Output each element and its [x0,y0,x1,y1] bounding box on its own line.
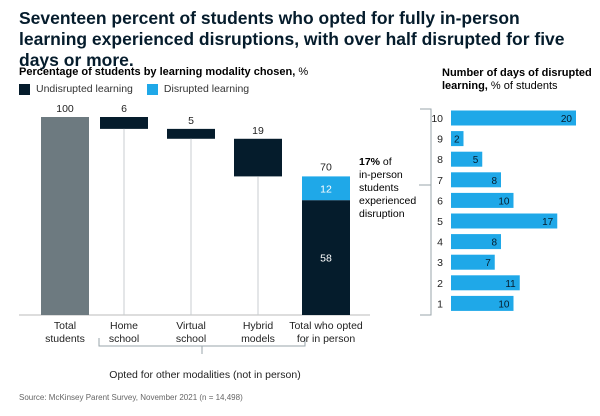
day-label-8: 8 [437,154,443,166]
day-label-7: 7 [437,175,443,187]
day-label-10: 10 [431,113,443,125]
group-bracket [98,338,306,354]
annotation-line-1: in-person [359,169,403,181]
day-value-2: 11 [505,279,516,290]
value-label-3: 19 [252,125,264,137]
legend-item-undisrupted: Undisrupted learning [19,83,133,95]
day-value-8: 5 [473,155,479,166]
legend: Undisrupted learning Disrupted learning [19,82,263,96]
category-label-1-1: school [109,333,139,345]
day-value-9: 2 [454,135,460,146]
day-value-6: 10 [498,196,510,207]
left-chart-subtitle-unit: % [295,66,309,78]
category-label-0-1: students [45,333,85,345]
legend-swatch-undisrupted [19,83,30,95]
bar-hybrid-models [234,138,282,177]
value-label-undisrupted: 58 [320,253,332,265]
category-label-3-1: models [241,333,275,345]
days-chart: 10 209 28 57 86 105 174 83 72 111 10 [431,110,576,311]
value-label-0: 100 [56,103,74,115]
legend-label-disrupted: Disrupted learning [163,83,250,95]
annotation-line-2: students [359,182,399,194]
right-panel-bracket [419,108,432,316]
day-label-5: 5 [437,216,443,228]
day-bar-7 [451,172,501,188]
day-bar-1 [451,295,514,311]
day-bar-2 [451,275,520,291]
bar-in-person-disrupted [302,176,350,201]
category-label-0-0: Total [54,320,76,332]
headline: Seventeen percent of students who opted … [19,8,565,70]
day-value-4: 8 [491,238,497,249]
legend-item-disrupted: Disrupted learning [146,83,250,95]
category-label-4-0: Total who opted [289,320,363,332]
day-label-3: 3 [437,257,443,269]
bar-in-person-undisrupted [302,200,350,315]
value-label-2: 5 [188,115,194,127]
day-bar-10 [451,110,576,126]
annotation-text: 17% of in-person students experienced di… [359,156,419,220]
day-bar-6 [451,192,514,208]
day-value-7: 8 [491,176,497,187]
day-label-2: 2 [437,278,443,290]
day-value-10: 20 [561,114,573,125]
bar-total-students [41,117,89,315]
day-value-1: 10 [498,299,510,310]
value-label-1: 6 [121,103,127,115]
day-bar-4 [451,234,501,250]
day-bar-5 [451,213,558,229]
annotation-line-0: of [380,156,392,168]
category-label-2-0: Virtual [176,320,206,332]
category-label-2-1: school [176,333,206,345]
legend-label-undisrupted: Undisrupted learning [36,83,133,95]
bar-virtual-school [167,128,215,139]
right-chart-title-unit: % of students [487,80,558,92]
bar-home-school [100,117,148,129]
day-label-1: 1 [437,298,443,310]
annotation-line-4: disruption [359,208,405,220]
category-label-1-0: Home [110,320,138,332]
value-label-disrupted: 12 [320,183,332,195]
day-bar-9 [451,131,464,147]
legend-swatch-disrupted [146,83,158,95]
annotation-line-3: experienced [359,195,416,207]
value-label-4: 70 [320,161,332,173]
category-label-4-1: for in person [297,333,356,345]
source-note: Source: McKinsey Parent Survey, November… [19,393,243,402]
day-value-5: 17 [542,217,554,228]
left-chart-subtitle: Percentage of students by learning modal… [19,66,308,78]
day-label-4: 4 [437,237,443,249]
left-chart-subtitle-bold: Percentage of students by learning modal… [19,66,296,78]
right-chart-title-bold-1: Number of days of disrupted [442,67,592,79]
day-bar-8 [451,151,483,167]
waterfall-chart: 100 6519701258TotalstudentsHomeschoolVirt… [41,103,363,345]
right-chart-title-bold-2: learning, [442,80,488,92]
annotation-highlight: 17% [359,156,381,168]
day-label-6: 6 [437,195,443,207]
category-label-3-0: Hybrid [243,320,274,332]
right-chart-title: Number of days of disrupted learning, % … [442,67,592,93]
day-value-3: 7 [485,258,491,269]
group-label: Opted for other modalities (not in perso… [109,369,300,381]
day-bar-3 [451,254,495,270]
day-label-9: 9 [437,134,443,146]
